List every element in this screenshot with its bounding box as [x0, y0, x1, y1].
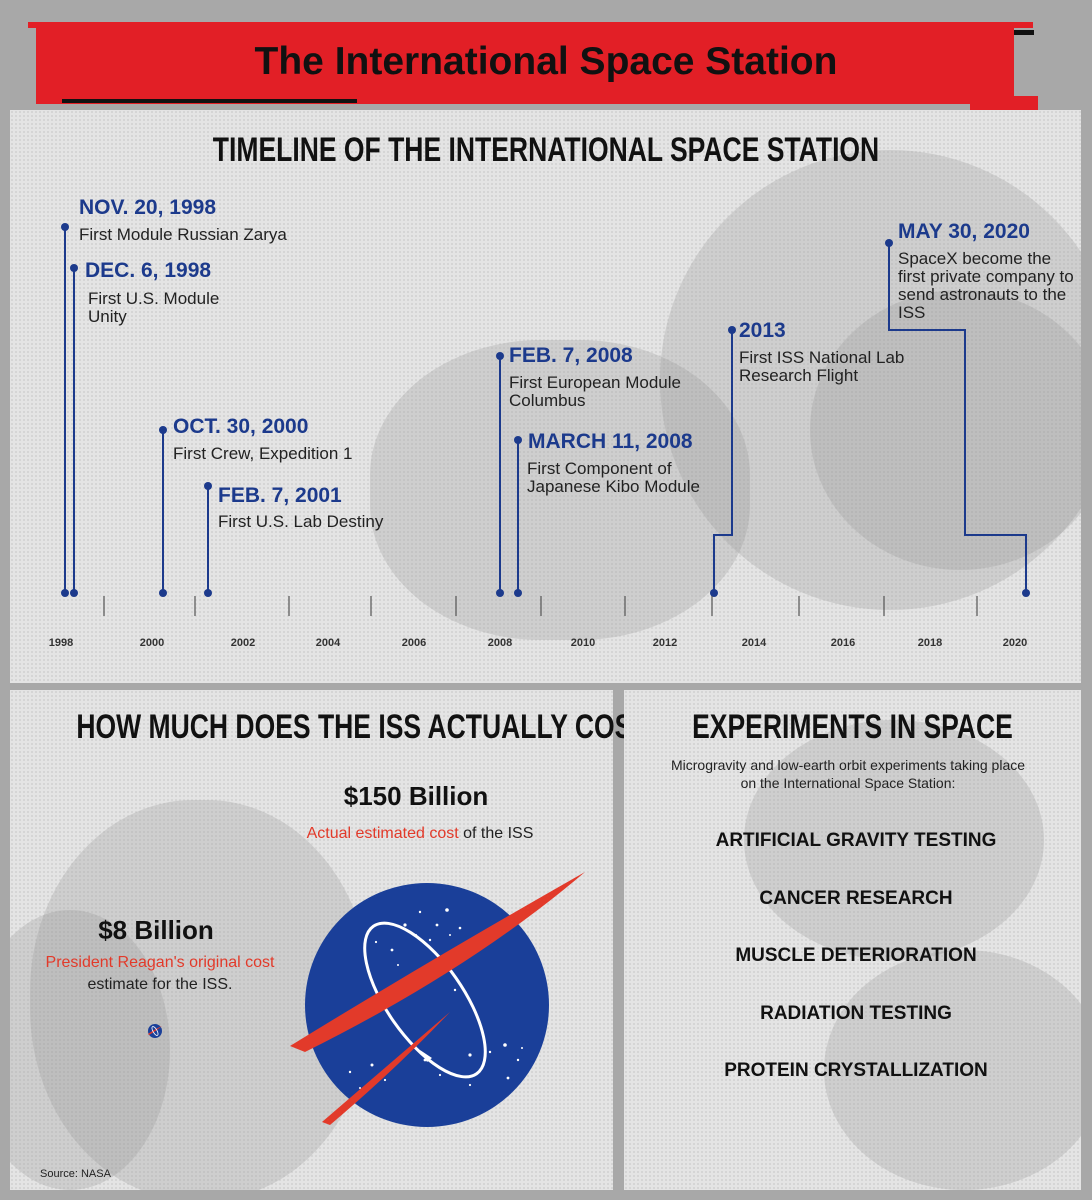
event-desc: SpaceX become the first private company … [898, 249, 1074, 322]
timeline-heading: TIMELINE OF THE INTERNATIONAL SPACE STAT… [212, 131, 880, 169]
year-label: 2010 [570, 637, 596, 649]
original-cost-highlight: President Reagan's original cost [45, 954, 275, 971]
experiments-intro: Microgravity and low-earth orbit experim… [670, 757, 1026, 791]
experiments-heading: EXPERIMENTS IN SPACE [692, 708, 1013, 746]
timeline-dot [728, 326, 736, 334]
bg-shape [744, 720, 1044, 960]
bg-shape [810, 290, 1081, 570]
event-date: DEC. 6, 1998 [85, 259, 212, 282]
event-date: MAY 30, 2020 [898, 220, 1030, 243]
bg-shape [824, 950, 1081, 1190]
timeline-panel [10, 110, 1081, 683]
experiment-item: CANCER RESEARCH [759, 888, 953, 909]
actual-cost-desc: Actual estimated cost of the ISS [300, 823, 540, 845]
timeline-dot [159, 426, 167, 434]
year-label: 2006 [401, 637, 427, 649]
year-label: 2020 [1002, 637, 1028, 649]
timeline-dot [70, 264, 78, 272]
timeline-dot [1022, 589, 1030, 597]
timeline-dot [710, 589, 718, 597]
event-date: 2013 [739, 319, 786, 342]
experiment-item: ARTIFICIAL GRAVITY TESTING [715, 830, 997, 851]
experiments-panel [624, 690, 1081, 1190]
original-cost-desc: President Reagan's original cost estimat… [40, 952, 280, 996]
timeline-dot [204, 589, 212, 597]
timeline-dot [885, 239, 893, 247]
title-banner [36, 28, 1014, 104]
event-date: FEB. 7, 2008 [509, 344, 633, 367]
nasa-emblem-icon [290, 872, 585, 1127]
bg-shape [10, 910, 170, 1190]
timeline-dot [70, 589, 78, 597]
timeline-svg [61, 223, 1030, 616]
timeline-dot [61, 223, 69, 231]
timeline-dot [514, 436, 522, 444]
timeline-dot [496, 352, 504, 360]
event-date: MARCH 11, 2008 [528, 430, 693, 453]
timeline-stem-7 [713, 330, 733, 593]
year-label: 2008 [487, 637, 513, 649]
event-desc: First U.S. Module Unity [88, 289, 220, 326]
year-label: 2012 [652, 637, 678, 649]
year-label: 2016 [830, 637, 856, 649]
original-cost-amount: $8 Billion [98, 915, 214, 945]
timeline-stem-8 [888, 243, 1027, 593]
year-label: 1998 [48, 637, 74, 649]
event-desc: First U.S. Lab Destiny [218, 512, 384, 531]
event-desc: First Crew, Expedition 1 [173, 444, 353, 463]
actual-cost-highlight: Actual estimated cost [306, 825, 459, 842]
experiment-item: RADIATION TESTING [760, 1003, 952, 1024]
event-date: FEB. 7, 2001 [218, 484, 342, 507]
bg-shape [370, 340, 750, 640]
timeline-dot [514, 589, 522, 597]
actual-cost-amount: $150 Billion [343, 781, 489, 811]
event-desc: First ISS National Lab Research Flight [739, 348, 905, 385]
banner-top-rule [28, 22, 1033, 28]
timeline-dot [61, 589, 69, 597]
source-note: Source: NASA [40, 1168, 111, 1180]
bg-shape [660, 150, 1081, 610]
experiment-item: PROTEIN CRYSTALLIZATION [724, 1060, 988, 1081]
year-label: 2004 [315, 637, 341, 649]
event-date: OCT. 30, 2000 [173, 415, 309, 438]
timeline-dot [496, 589, 504, 597]
event-desc: First European Module Columbus [509, 373, 681, 410]
small-nasa-emblem-icon [148, 1024, 162, 1038]
event-date: NOV. 20, 1998 [79, 196, 216, 219]
year-label: 2002 [230, 637, 256, 649]
event-desc: First Module Russian Zarya [79, 225, 287, 244]
cost-heading: HOW MUCH DOES THE ISS ACTUALLY COST? [76, 708, 665, 746]
original-cost-rest: estimate for the ISS. [87, 976, 233, 993]
experiment-item: MUSCLE DETERIORATION [735, 945, 977, 966]
event-desc: First Component of Japanese Kibo Module [527, 459, 700, 496]
actual-cost-rest: of the ISS [458, 825, 534, 842]
page-title: The International Space Station [254, 40, 838, 83]
year-label: 2018 [917, 637, 943, 649]
banner-underline [62, 99, 357, 103]
year-label: 2000 [139, 637, 165, 649]
timeline-dot [204, 482, 212, 490]
timeline-dot [159, 589, 167, 597]
year-label: 2014 [741, 637, 767, 649]
